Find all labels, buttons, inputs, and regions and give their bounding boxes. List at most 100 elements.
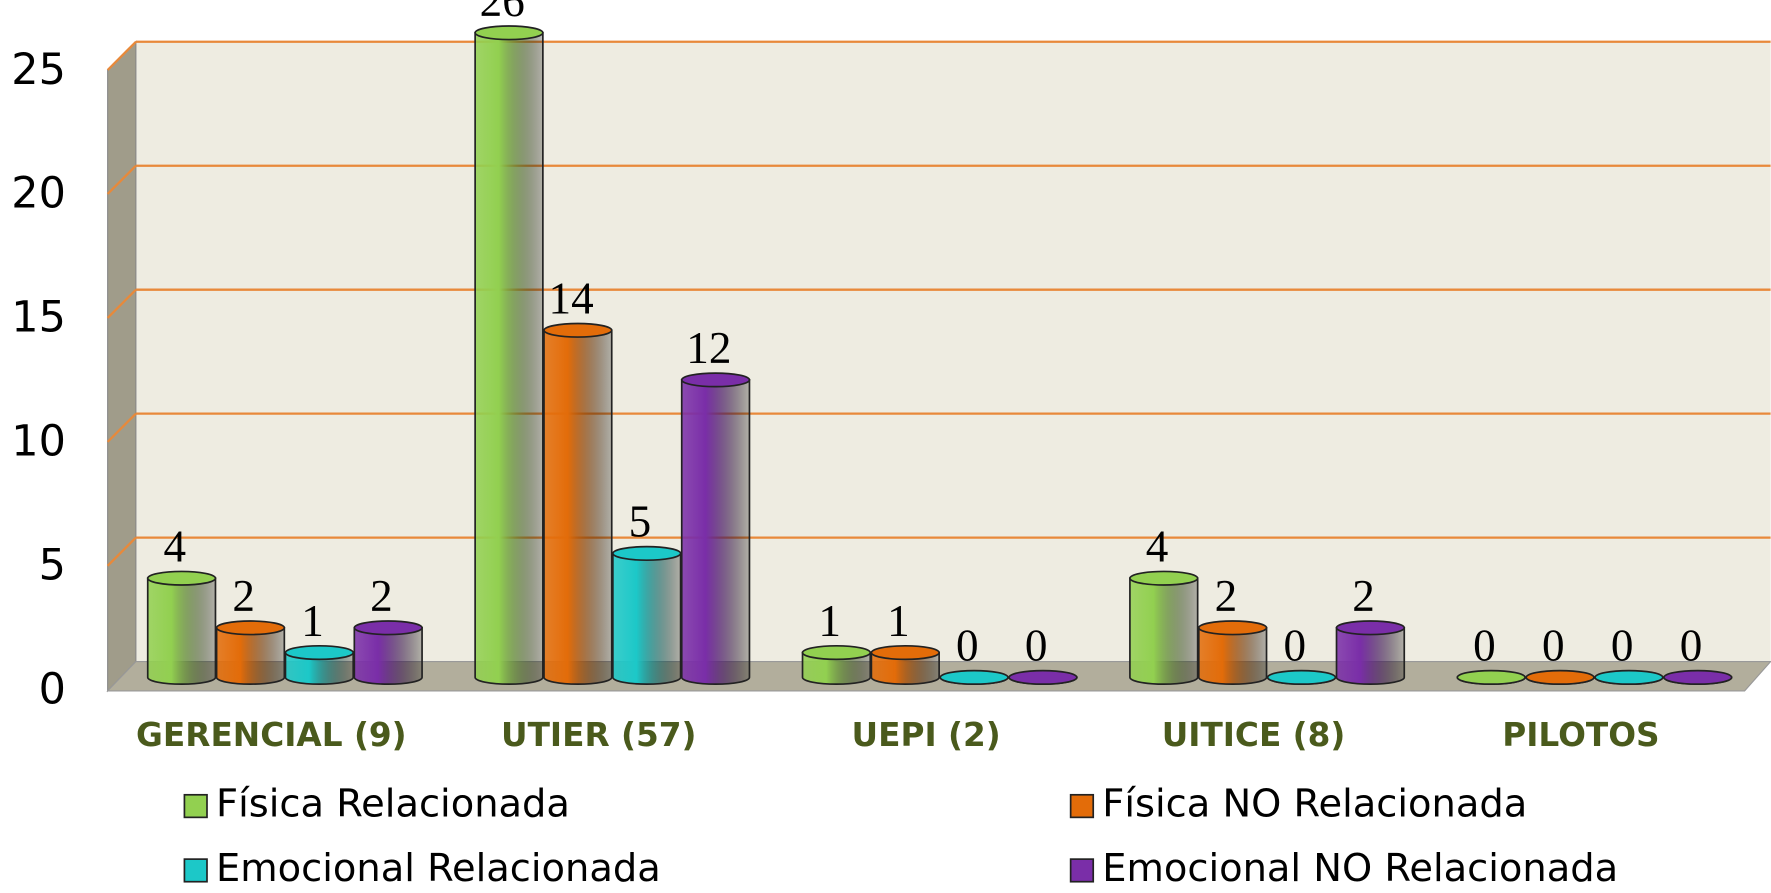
side-wall — [107, 40, 137, 693]
bar — [1266, 669, 1337, 685]
y-tick-label: 5 — [39, 541, 66, 591]
legend-label: Física Relacionada — [216, 782, 570, 827]
bar — [1335, 620, 1406, 685]
bar-top — [939, 669, 1009, 685]
bar-body — [1197, 626, 1268, 685]
data-label: 0 — [1680, 621, 1703, 671]
legend-swatch — [1069, 793, 1095, 819]
bar-top — [284, 644, 355, 661]
bar — [1129, 570, 1199, 685]
grid-line — [106, 288, 137, 319]
bar-body — [680, 379, 751, 685]
x-tick-label: UITICE (8) — [1162, 716, 1346, 754]
bar-top — [1129, 570, 1199, 586]
y-tick-label: 15 — [11, 293, 66, 343]
bar-top — [1525, 669, 1595, 685]
bar-top — [1663, 669, 1733, 685]
data-label: 0 — [956, 621, 979, 671]
legend-swatch — [183, 793, 208, 819]
bar-top — [680, 372, 751, 388]
legend-swatch — [183, 858, 208, 883]
data-label: 2 — [1215, 571, 1238, 621]
bar — [1456, 669, 1526, 685]
bar-body — [801, 651, 872, 685]
bar-top — [1197, 620, 1268, 636]
legend-swatch — [1069, 858, 1095, 883]
bar-body — [870, 651, 940, 685]
bar-top — [870, 644, 940, 661]
bar — [1008, 669, 1078, 685]
bar-top — [1266, 669, 1337, 685]
bar — [680, 372, 751, 685]
bar-top — [1335, 620, 1406, 636]
x-tick-label: GERENCIAL (9) — [136, 716, 407, 754]
data-label: 12 — [686, 323, 731, 373]
bar-top — [1594, 669, 1664, 685]
bar — [215, 620, 286, 685]
bar-body — [543, 329, 613, 685]
data-label: 4 — [1146, 521, 1169, 571]
back-wall — [135, 41, 1771, 662]
data-label: 1 — [887, 596, 910, 646]
bar-top — [353, 620, 423, 636]
x-tick-label: PILOTOS — [1502, 716, 1659, 754]
y-tick-label: 20 — [11, 169, 66, 219]
legend-label: Emocional Relacionada — [216, 846, 661, 891]
data-label: 2 — [232, 571, 255, 621]
grid-line — [106, 412, 137, 443]
bar-top — [1008, 669, 1078, 685]
bar-top — [474, 25, 544, 41]
data-label: 2 — [1352, 571, 1375, 621]
bar-body — [612, 552, 682, 685]
bar-body — [353, 626, 423, 685]
data-label: 0 — [1611, 621, 1634, 671]
bar-top — [215, 620, 286, 636]
bar — [801, 644, 872, 685]
bar — [284, 644, 355, 685]
bar — [1594, 669, 1664, 685]
data-label: 0 — [1473, 621, 1496, 671]
grid-line — [106, 536, 137, 567]
bar — [146, 570, 217, 685]
legend-label: Física NO Relacionada — [1102, 782, 1527, 827]
bar-body — [474, 31, 544, 685]
bar-top — [146, 570, 217, 586]
grid-line — [106, 164, 137, 195]
bar — [543, 322, 613, 685]
bar — [1197, 620, 1268, 685]
bar-top — [543, 322, 613, 338]
bar-body — [215, 626, 286, 685]
data-label: 0 — [1542, 621, 1565, 671]
x-tick-label: UTIER (57) — [501, 716, 696, 754]
legend-label: Emocional NO Relacionada — [1102, 846, 1618, 891]
bar — [1663, 669, 1733, 685]
bar-body — [284, 651, 355, 685]
y-tick-label: 0 — [39, 665, 66, 715]
bar — [353, 620, 423, 685]
data-label: 0 — [1283, 621, 1306, 671]
bar-body — [146, 577, 217, 685]
data-label: 1 — [301, 596, 324, 646]
data-label: 1 — [818, 596, 841, 646]
y-tick-label: 10 — [11, 417, 66, 467]
bar — [612, 545, 682, 685]
bar-top — [612, 545, 682, 562]
data-label: 5 — [629, 497, 652, 547]
bar — [474, 25, 544, 685]
y-tick-label: 25 — [11, 45, 66, 95]
bar — [939, 669, 1009, 685]
data-label: 2 — [370, 571, 393, 621]
data-label: 14 — [549, 274, 594, 324]
x-tick-label: UEPI (2) — [852, 716, 1001, 754]
data-label: 4 — [164, 521, 187, 571]
bar-body — [1129, 577, 1199, 685]
grid-line — [106, 40, 137, 71]
bar-top — [801, 644, 872, 661]
bar-top — [1456, 669, 1526, 685]
bar — [870, 644, 940, 685]
data-label: 0 — [1025, 621, 1048, 671]
bar-body — [1335, 626, 1406, 685]
bar — [1525, 669, 1595, 685]
data-label: 26 — [480, 0, 525, 26]
